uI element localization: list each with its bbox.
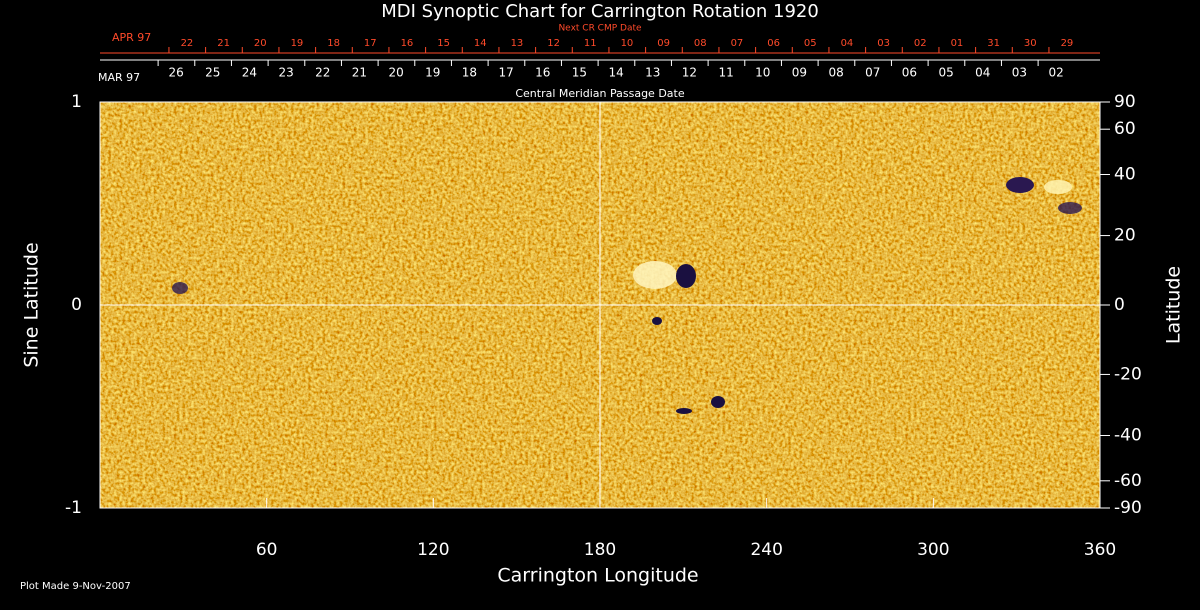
- date-tick-label: 02: [1048, 66, 1063, 80]
- date-tick-label: 15: [437, 38, 450, 49]
- x-tick-label: 300: [917, 540, 949, 560]
- date-tick-label: 03: [1012, 66, 1027, 80]
- date-tick-label: 04: [975, 66, 990, 80]
- date-tick-label: 08: [694, 38, 707, 49]
- date-tick-label: 10: [755, 66, 770, 80]
- date-tick-label: 07: [865, 66, 880, 80]
- date-tick-label: 05: [804, 38, 817, 49]
- date-tick-label: 31: [987, 38, 1000, 49]
- date-axis-label: Next CR CMP Date: [558, 24, 642, 34]
- date-tick-label: 12: [547, 38, 560, 49]
- date-tick-label: 13: [645, 66, 660, 80]
- date-tick-label: 21: [352, 66, 367, 80]
- date-tick-label: 16: [401, 38, 414, 49]
- date-tick-label: 14: [474, 38, 487, 49]
- date-axis-month: APR 97: [112, 31, 151, 44]
- date-tick-label: 17: [364, 38, 377, 49]
- date-tick-label: 19: [425, 66, 440, 80]
- y-tick-label: -1: [65, 498, 82, 518]
- y2-tick-label: 20: [1114, 226, 1136, 246]
- footer: Plot Made 9-Nov-2007: [20, 581, 131, 592]
- date-tick-label: 29: [1061, 38, 1074, 49]
- date-tick-label: 10: [621, 38, 634, 49]
- date-axis-month: MAR 97: [98, 71, 140, 84]
- date-tick-label: 19: [291, 38, 304, 49]
- date-tick-label: 25: [205, 66, 220, 80]
- date-tick-label: 12: [682, 66, 697, 80]
- y2-tick-label: -90: [1114, 498, 1142, 518]
- x-tick-label: 60: [256, 540, 278, 560]
- y-tick-label: 1: [71, 92, 82, 112]
- y2-tick-label: -20: [1114, 364, 1142, 384]
- y2-tick-label: 40: [1114, 165, 1136, 185]
- date-tick-label: 23: [278, 66, 293, 80]
- active-regions: [172, 177, 1082, 414]
- date-tick-label: 24: [242, 66, 257, 80]
- date-tick-label: 09: [657, 38, 670, 49]
- date-tick-label: 11: [718, 66, 733, 80]
- date-axis-label: Central Meridian Passage Date: [515, 87, 684, 100]
- date-tick-label: 30: [1024, 38, 1037, 49]
- date-tick-label: 06: [902, 66, 917, 80]
- y2-tick-label: -60: [1114, 471, 1142, 491]
- date-tick-label: 18: [327, 38, 340, 49]
- date-tick-label: 07: [731, 38, 744, 49]
- date-tick-label: 05: [938, 66, 953, 80]
- y2-axis-label: Latitude: [1163, 266, 1185, 344]
- date-tick-label: 22: [181, 38, 194, 49]
- date-tick-label: 11: [584, 38, 597, 49]
- date-tick-label: 20: [388, 66, 403, 80]
- date-tick-label: 22: [315, 66, 330, 80]
- date-tick-label: 26: [168, 66, 183, 80]
- date-tick-label: 20: [254, 38, 267, 49]
- y2-tick-label: -40: [1114, 425, 1142, 445]
- date-tick-label: 14: [608, 66, 623, 80]
- date-tick-label: 16: [535, 66, 550, 80]
- date-tick-label: 17: [498, 66, 513, 80]
- date-tick-label: 02: [914, 38, 927, 49]
- date-tick-label: 09: [792, 66, 807, 80]
- date-tick-label: 15: [572, 66, 587, 80]
- y2-tick-label: 60: [1114, 119, 1136, 139]
- date-tick-label: 08: [828, 66, 843, 80]
- date-tick-label: 21: [217, 38, 230, 49]
- date-tick-label: 04: [841, 38, 854, 49]
- date-tick-label: 03: [877, 38, 890, 49]
- y-tick-label: 0: [71, 295, 82, 315]
- date-tick-label: 01: [951, 38, 964, 49]
- x-tick-label: 360: [1084, 540, 1116, 560]
- x-tick-label: 120: [417, 540, 449, 560]
- date-tick-label: 18: [462, 66, 477, 80]
- x-tick-label: 180: [584, 540, 616, 560]
- y2-tick-label: 0: [1114, 295, 1125, 315]
- x-tick-label: 240: [750, 540, 782, 560]
- y2-tick-label: 90: [1114, 92, 1136, 112]
- chart-title: MDI Synoptic Chart for Carrington Rotati…: [381, 1, 819, 22]
- date-tick-label: 06: [767, 38, 780, 49]
- y-axis-label: Sine Latitude: [21, 242, 43, 367]
- x-axis-label: Carrington Longitude: [497, 565, 698, 587]
- date-tick-label: 13: [511, 38, 524, 49]
